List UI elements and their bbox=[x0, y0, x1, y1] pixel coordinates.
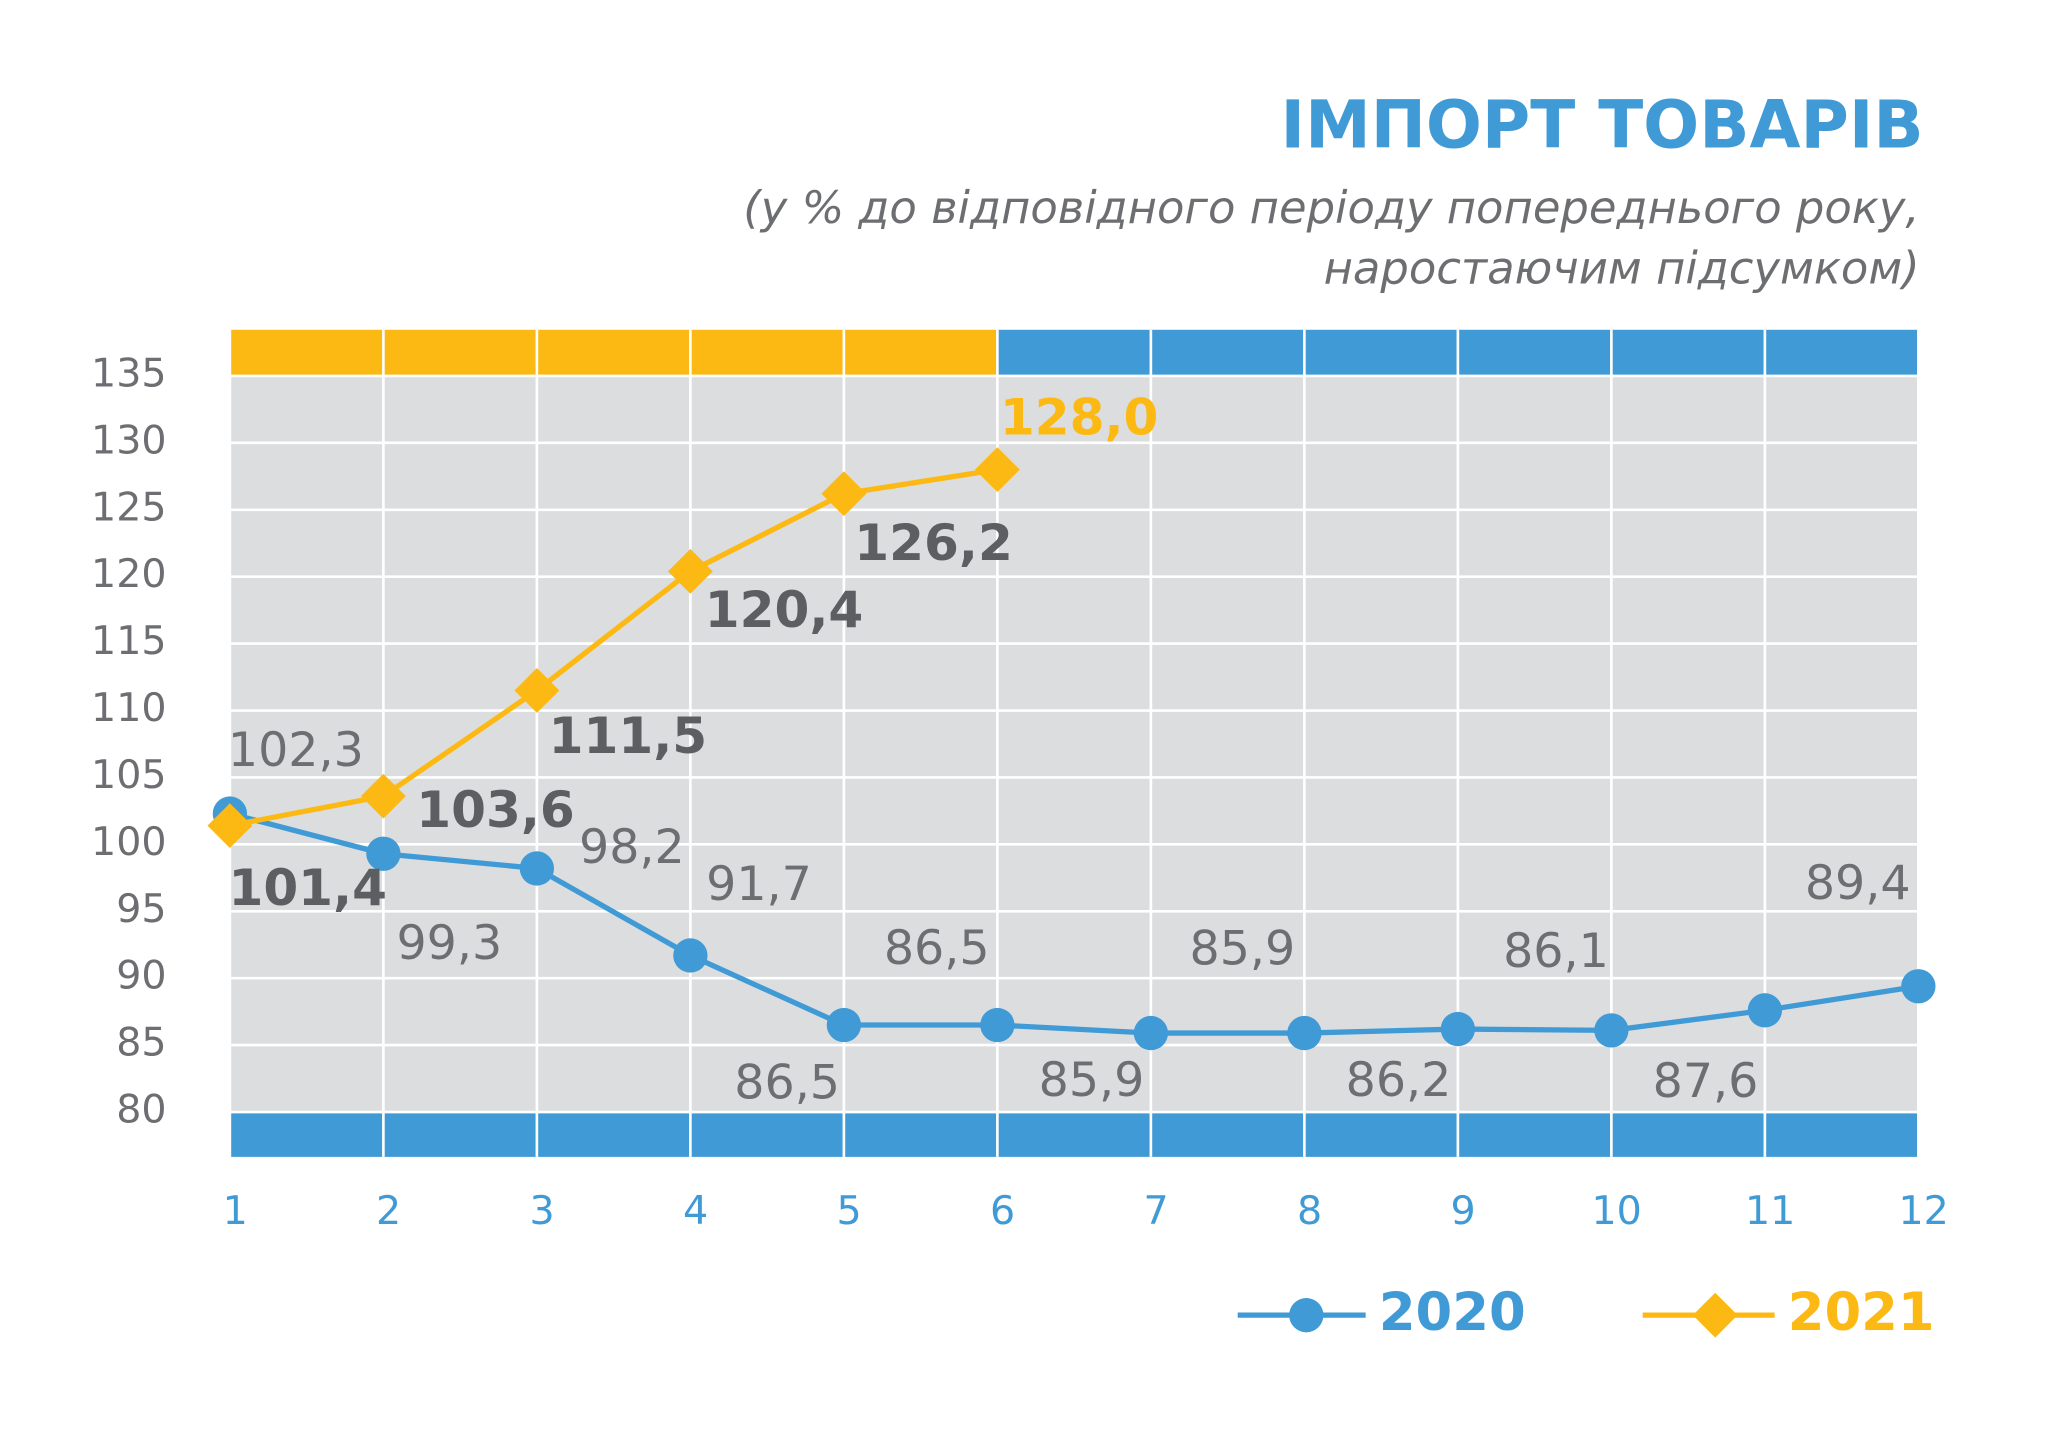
x-tick-label: 6 bbox=[990, 1188, 1015, 1234]
data-label: 89,4 bbox=[1805, 856, 1911, 911]
y-tick-label: 80 bbox=[116, 1087, 166, 1133]
legend-marker bbox=[1289, 1298, 1324, 1333]
data-label: 120,4 bbox=[705, 580, 864, 639]
marker bbox=[667, 548, 713, 594]
y-tick-label: 105 bbox=[91, 752, 167, 798]
x-tick-label: 2 bbox=[376, 1188, 401, 1234]
data-label: 102,3 bbox=[228, 723, 364, 778]
marker bbox=[1133, 1015, 1169, 1051]
marker bbox=[673, 938, 708, 973]
data-label: 101,4 bbox=[228, 858, 387, 917]
data-label: 91,7 bbox=[706, 857, 812, 912]
data-label: 86,1 bbox=[1503, 924, 1609, 979]
y-tick-label: 135 bbox=[91, 350, 167, 396]
marker bbox=[519, 851, 555, 886]
y-tick-label: 85 bbox=[116, 1020, 166, 1066]
marker bbox=[207, 803, 253, 849]
marker bbox=[821, 471, 867, 517]
marker bbox=[1287, 1015, 1322, 1051]
x-tick-label: 8 bbox=[1297, 1188, 1322, 1234]
data-label: 128,0 bbox=[1000, 387, 1159, 446]
y-tick-label: 100 bbox=[91, 819, 167, 865]
marker bbox=[974, 447, 1020, 493]
y-tick-label: 90 bbox=[116, 953, 166, 999]
marker bbox=[826, 1007, 862, 1043]
legend-marker bbox=[1692, 1292, 1738, 1338]
x-tick-label: 7 bbox=[1144, 1188, 1169, 1234]
y-tick-label: 130 bbox=[91, 417, 167, 463]
chart-title: ІМПОРТ ТОВАРІВ bbox=[1281, 86, 1924, 163]
marker bbox=[1747, 993, 1783, 1028]
y-tick-label: 110 bbox=[91, 685, 167, 731]
y-tick-label: 115 bbox=[91, 618, 167, 664]
data-label: 126,2 bbox=[854, 513, 1013, 572]
marker bbox=[360, 773, 406, 819]
x-tick-label: 9 bbox=[1451, 1188, 1476, 1234]
legend-label: 2021 bbox=[1788, 1282, 1935, 1343]
marker bbox=[366, 836, 401, 871]
bottom-band bbox=[229, 1112, 1919, 1157]
chart-subtitle: наростаючим підсумком) bbox=[1324, 242, 1920, 295]
plot-area bbox=[229, 375, 1919, 1113]
data-label: 85,9 bbox=[1190, 921, 1296, 976]
data-label: 98,2 bbox=[579, 820, 685, 875]
series-line bbox=[229, 467, 998, 829]
marker bbox=[980, 1007, 1015, 1043]
x-tick-label: 12 bbox=[1898, 1188, 1948, 1234]
data-label: 111,5 bbox=[549, 706, 708, 765]
data-label: 86,2 bbox=[1346, 1053, 1452, 1108]
data-label: 99,3 bbox=[396, 916, 502, 971]
data-label: 87,6 bbox=[1653, 1054, 1759, 1109]
x-tick-label: 10 bbox=[1591, 1188, 1641, 1234]
data-label: 85,9 bbox=[1039, 1053, 1145, 1108]
marker bbox=[1440, 1011, 1476, 1047]
data-label: 86,5 bbox=[884, 921, 990, 976]
data-label: 86,5 bbox=[734, 1056, 840, 1111]
x-tick-label: 11 bbox=[1745, 1188, 1795, 1234]
series-line bbox=[229, 811, 1919, 1036]
x-tick-label: 1 bbox=[223, 1188, 248, 1234]
x-tick-label: 3 bbox=[530, 1188, 555, 1234]
x-tick-label: 5 bbox=[837, 1188, 862, 1234]
y-tick-label: 120 bbox=[91, 551, 167, 597]
marker bbox=[1594, 1013, 1629, 1048]
legend-label: 2020 bbox=[1379, 1282, 1526, 1343]
marker bbox=[1901, 969, 1936, 1004]
y-tick-label: 125 bbox=[91, 484, 167, 530]
y-tick-label: 95 bbox=[116, 886, 166, 932]
chart-subtitle: (у % до відповідного періоду попередньог… bbox=[743, 181, 1919, 234]
x-tick-label: 4 bbox=[683, 1188, 708, 1234]
data-label: 103,6 bbox=[416, 780, 575, 839]
top-band bbox=[229, 329, 998, 376]
